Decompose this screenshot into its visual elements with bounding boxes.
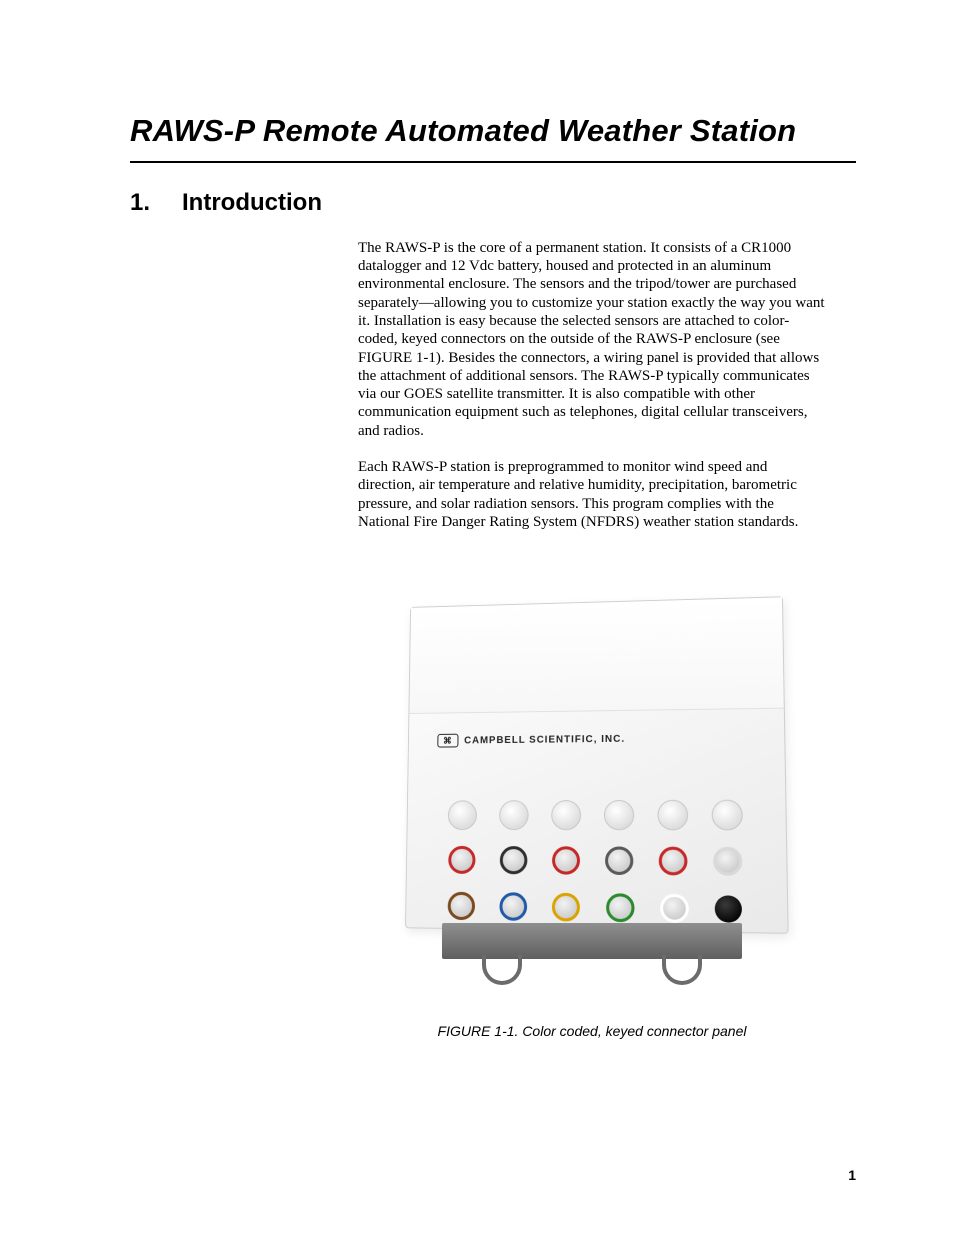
connector-cap: [711, 800, 742, 831]
keyed-connector: [447, 892, 475, 920]
connector-row-bot: [435, 892, 756, 924]
keyed-connector: [713, 847, 742, 876]
keyed-connector: [605, 847, 633, 876]
body-text-block: The RAWS-P is the core of a permanent st…: [358, 239, 826, 531]
section-title: Introduction: [182, 189, 322, 217]
u-bolt-right: [662, 955, 702, 985]
logo-badge-icon: ⌘: [437, 734, 458, 748]
keyed-connector: [552, 846, 580, 874]
title-divider: [130, 161, 856, 163]
keyed-connector: [448, 846, 475, 874]
figure-caption: FIGURE 1-1. Color coded, keyed connector…: [438, 1023, 747, 1039]
connector-cap: [603, 800, 633, 830]
keyed-connector: [658, 847, 687, 876]
figure-1-1: ⌘ CAMPBELL SCIENTIFIC, INC. FIGURE 1-1. …: [358, 559, 826, 1039]
connector-cap: [447, 801, 476, 831]
u-bolt-left: [482, 955, 522, 985]
enclosure-box: ⌘ CAMPBELL SCIENTIFIC, INC.: [405, 596, 789, 934]
keyed-connector: [499, 846, 527, 874]
page-number: 1: [848, 1167, 856, 1183]
enclosure-logo-text: CAMPBELL SCIENTIFIC, INC.: [464, 733, 625, 746]
paragraph-1: The RAWS-P is the core of a permanent st…: [358, 239, 826, 440]
keyed-connector: [499, 892, 527, 921]
document-title: RAWS-P Remote Automated Weather Station: [130, 112, 856, 151]
control-knob: [715, 896, 742, 923]
connector-cap: [499, 800, 529, 830]
connector-cap: [551, 800, 581, 830]
keyed-connector: [606, 893, 634, 922]
enclosure-logo: ⌘ CAMPBELL SCIENTIFIC, INC.: [437, 732, 625, 748]
figure-image-placeholder: ⌘ CAMPBELL SCIENTIFIC, INC.: [382, 559, 802, 999]
paragraph-2: Each RAWS-P station is preprogrammed to …: [358, 458, 826, 531]
section-number: 1.: [130, 189, 150, 217]
keyed-connector: [552, 893, 580, 922]
section-heading: 1. Introduction: [130, 189, 856, 217]
connector-row-mid: [436, 846, 755, 876]
connector-cap: [657, 800, 688, 831]
connector-row-top: [436, 800, 754, 831]
keyed-connector: [660, 894, 689, 923]
mounting-bracket: [442, 923, 742, 959]
